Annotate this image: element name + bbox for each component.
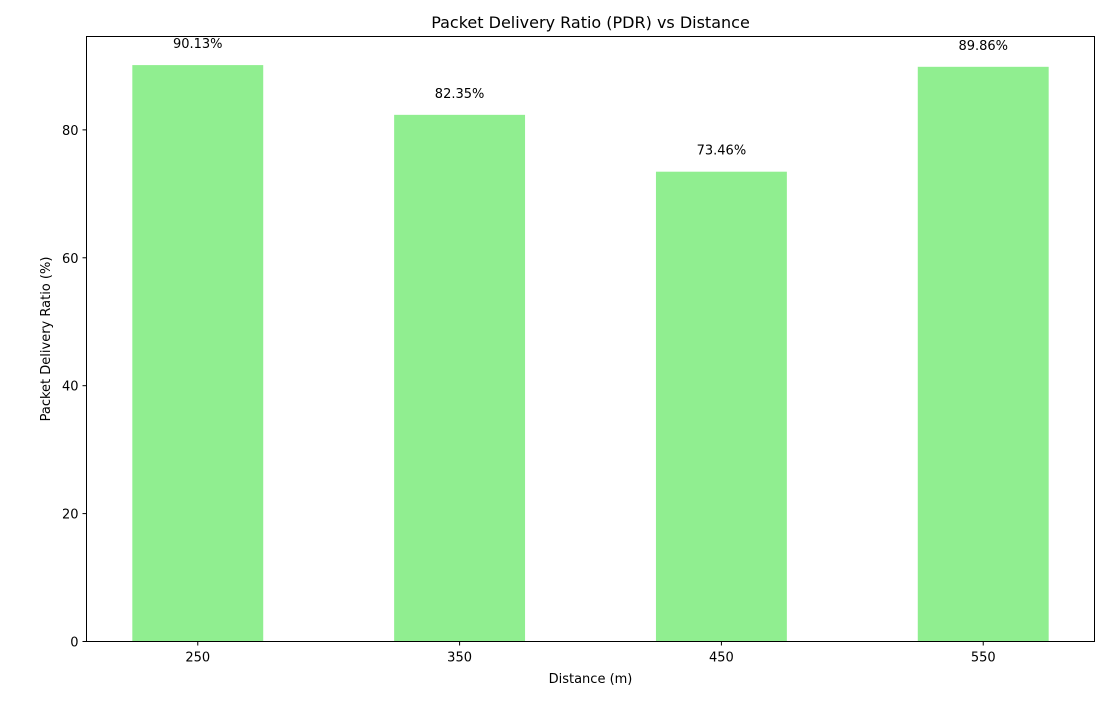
x-axis: 250 350 450 550 [185, 641, 996, 666]
x-tick-label-350: 350 [447, 651, 472, 666]
x-tick-label-250: 250 [185, 651, 210, 666]
data-label-250: 90.13% [173, 37, 223, 52]
bar-250 [132, 65, 264, 642]
plot-frame [86, 36, 1095, 642]
bar-350 [394, 114, 526, 642]
data-label-450: 73.46% [697, 144, 747, 159]
y-tick-label-80: 80 [62, 124, 79, 139]
chart-title: Packet Delivery Ratio (PDR) vs Distance [431, 13, 750, 32]
x-axis-label: Distance (m) [549, 672, 633, 687]
y-tick-label-60: 60 [62, 252, 79, 267]
data-label-350: 82.35% [435, 87, 485, 102]
bar-550 [917, 66, 1049, 642]
y-tick-label-0: 0 [70, 636, 78, 651]
x-tick-label-550: 550 [971, 651, 996, 666]
y-axis: 0 20 40 60 80 [62, 124, 87, 651]
y-tick-label-40: 40 [62, 380, 79, 395]
data-label-550: 89.86% [958, 39, 1008, 54]
y-tick-label-20: 20 [62, 508, 79, 523]
y-axis-label: Packet Delivery Ratio (%) [39, 257, 54, 422]
bars-layer [132, 65, 1049, 642]
data-labels-layer: 90.13% 82.35% 73.46% 89.86% [173, 37, 1008, 159]
bar-450 [655, 171, 787, 642]
x-tick-label-450: 450 [709, 651, 734, 666]
